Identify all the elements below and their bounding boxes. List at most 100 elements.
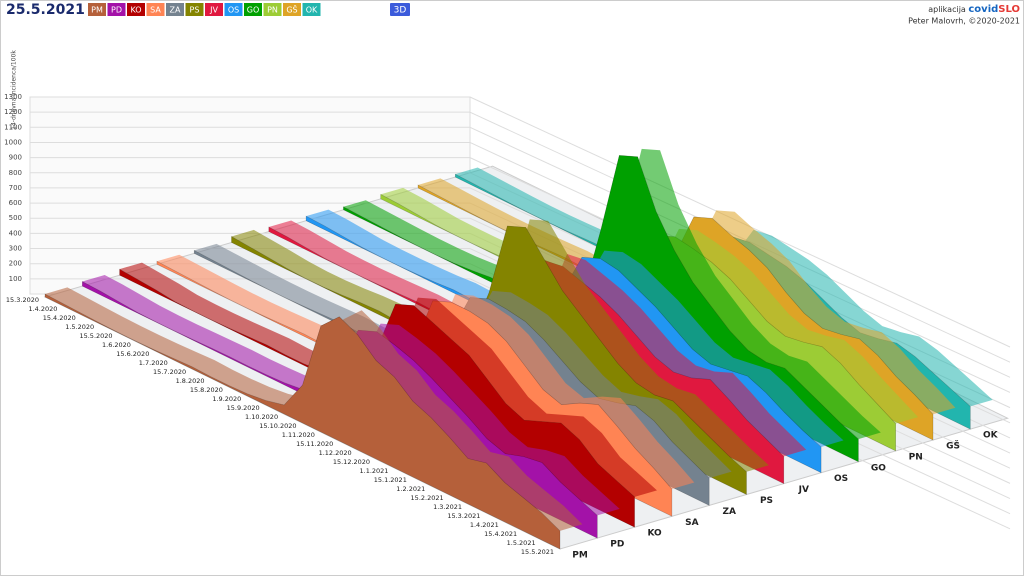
author: Peter Malovrh, ©2020-2021 [908, 17, 1020, 26]
legend-swatch[interactable] [185, 3, 204, 16]
x-tick-label: 1.8.2020 [176, 377, 205, 385]
y-tick-label: 500 [9, 214, 22, 222]
legend-label[interactable]: JV [209, 6, 218, 15]
x-tick-label: 1.6.2020 [102, 341, 131, 349]
legend-item[interactable]: PN [263, 3, 282, 16]
legend-label[interactable]: PN [267, 6, 278, 15]
ridge-top [45, 287, 583, 531]
legend-item[interactable]: SA [146, 3, 165, 16]
x-tick-label: 15.5.2021 [521, 548, 554, 556]
ridge-top [455, 167, 993, 407]
ridge [44, 293, 561, 550]
region-label: OK [983, 431, 999, 441]
x-tick-label: 15.5.2020 [79, 332, 112, 340]
ridge-top [268, 220, 807, 457]
ridge-top [82, 275, 620, 516]
region-label: PN [909, 452, 923, 462]
legend-item[interactable]: GŠ [283, 3, 301, 16]
legend-swatch[interactable] [263, 3, 282, 16]
region-label: PM [572, 551, 588, 561]
x-tick-label: 15.6.2020 [116, 350, 149, 358]
y-tick-label: 1100 [4, 123, 22, 131]
legend-swatch[interactable] [88, 3, 106, 16]
x-tick-label: 15.1.2021 [374, 476, 407, 484]
date: 25.5.2021 [6, 2, 85, 18]
y-tick-label: 1200 [4, 108, 22, 116]
legend-item[interactable]: OK [302, 3, 321, 16]
app-credit: aplikacija covidSLO [928, 4, 1020, 15]
x-tick-label: 1.1.2021 [360, 467, 389, 475]
legend-swatch[interactable] [146, 3, 165, 16]
legend-swatch[interactable] [166, 3, 184, 16]
y-tick-label: 700 [9, 184, 22, 192]
legend-item[interactable]: OS [224, 3, 243, 16]
legend-label[interactable]: GŠ [286, 4, 297, 15]
x-tick-label: 1.4.2020 [28, 305, 57, 313]
y-tick-label: 1300 [4, 93, 22, 101]
legend-item[interactable]: PD [107, 3, 126, 16]
x-tick-label: 15.3.2021 [447, 512, 480, 520]
y-tick-label: 200 [9, 260, 22, 268]
brand-b: SLO [998, 4, 1020, 15]
y-tick-label: 300 [9, 245, 22, 253]
legend-item[interactable]: JV [205, 3, 223, 16]
y-tick-label: 800 [9, 169, 22, 177]
mode-button[interactable]: 3D [390, 3, 410, 16]
legend-swatch[interactable] [302, 3, 321, 16]
legend-swatch[interactable] [224, 3, 243, 16]
ridge-top [194, 243, 732, 479]
region-label: GO [871, 463, 886, 473]
x-tick-label: 1.9.2020 [212, 395, 241, 403]
region-label: PS [760, 496, 773, 506]
y-axis-label: 14-dnevna incidenca/100k [11, 50, 18, 130]
x-tick-label: 15.3.2020 [6, 296, 39, 304]
y-tick-label: 900 [9, 154, 22, 162]
x-tick-label: 15.12.2020 [333, 458, 370, 466]
ridge-top [156, 254, 695, 490]
y-tick-label: 400 [9, 229, 22, 237]
region-label: OS [834, 474, 848, 484]
legend-swatch[interactable] [127, 3, 145, 16]
legend-label[interactable]: PM [91, 6, 103, 15]
legend-item[interactable]: PM [88, 3, 106, 16]
ridge-top [119, 262, 657, 497]
x-tick-label: 1.7.2020 [139, 359, 168, 367]
y-tick-label: 1000 [4, 138, 22, 146]
ridge-top [306, 209, 844, 447]
x-tick-label: 1.4.2021 [470, 521, 499, 529]
x-tick-label: 15.10.2020 [259, 422, 296, 430]
legend-label[interactable]: GO [247, 6, 260, 15]
legend-label[interactable]: KO [130, 6, 141, 15]
legend-label[interactable]: OS [228, 6, 239, 15]
legend-swatch[interactable] [244, 3, 262, 16]
region-label: GŠ [946, 440, 960, 452]
x-tick-label: 1.12.2020 [319, 449, 352, 457]
region-label: PD [610, 540, 624, 550]
legend-item[interactable]: GO [244, 3, 262, 16]
legend-label[interactable]: ZA [170, 6, 181, 15]
y-tick-label: 600 [9, 199, 22, 207]
x-tick-label: 1.10.2020 [245, 413, 278, 421]
legend-item[interactable]: ZA [166, 3, 184, 16]
brand-a: covid [968, 4, 998, 15]
legend-swatch[interactable] [283, 3, 301, 16]
legend-label[interactable]: PD [111, 6, 122, 15]
x-tick-label: 15.7.2020 [153, 368, 186, 376]
x-tick-label: 15.4.2020 [43, 314, 76, 322]
legend-swatch[interactable] [107, 3, 126, 16]
legend-swatch[interactable] [205, 3, 223, 16]
x-tick-label: 1.2.2021 [396, 485, 425, 493]
button-label[interactable]: 3D [394, 6, 407, 16]
x-tick-label: 15.9.2020 [227, 404, 260, 412]
button-bg[interactable] [390, 3, 410, 16]
x-tick-label: 1.5.2021 [507, 539, 536, 547]
x-tick-label: 15.8.2020 [190, 386, 223, 394]
legend-item[interactable]: PS [185, 3, 204, 16]
legend-label[interactable]: PS [190, 6, 200, 15]
legend-label[interactable]: OK [306, 6, 318, 15]
region-label: KO [647, 529, 662, 539]
legend-item[interactable]: KO [127, 3, 145, 16]
legend-label[interactable]: SA [150, 6, 161, 15]
